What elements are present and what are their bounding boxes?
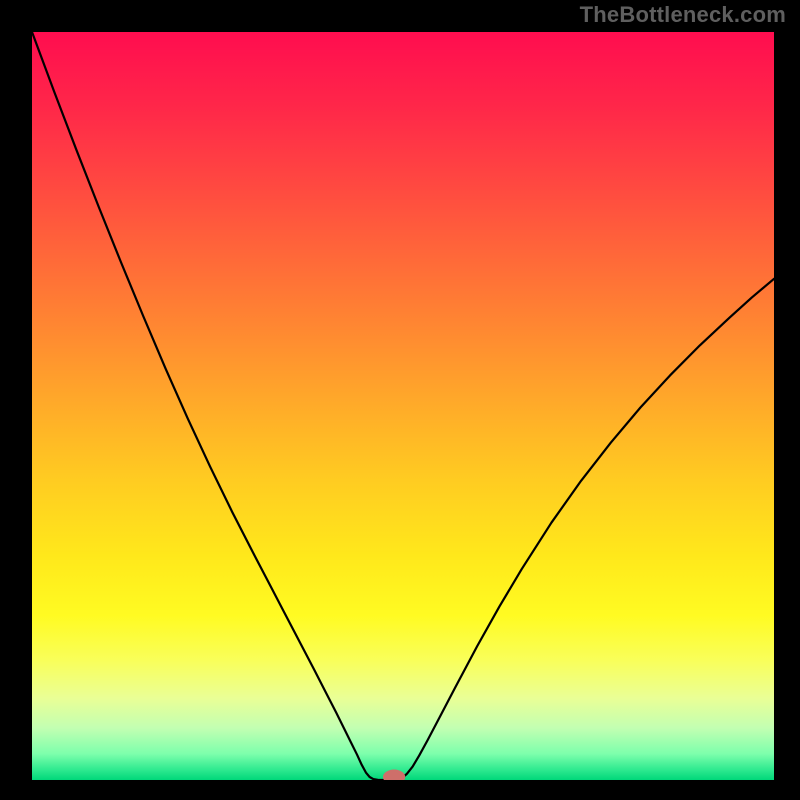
chart-area [32,32,774,780]
watermark-text: TheBottleneck.com [580,2,786,28]
bottleneck-curve-chart [32,32,774,780]
chart-background [32,32,774,780]
